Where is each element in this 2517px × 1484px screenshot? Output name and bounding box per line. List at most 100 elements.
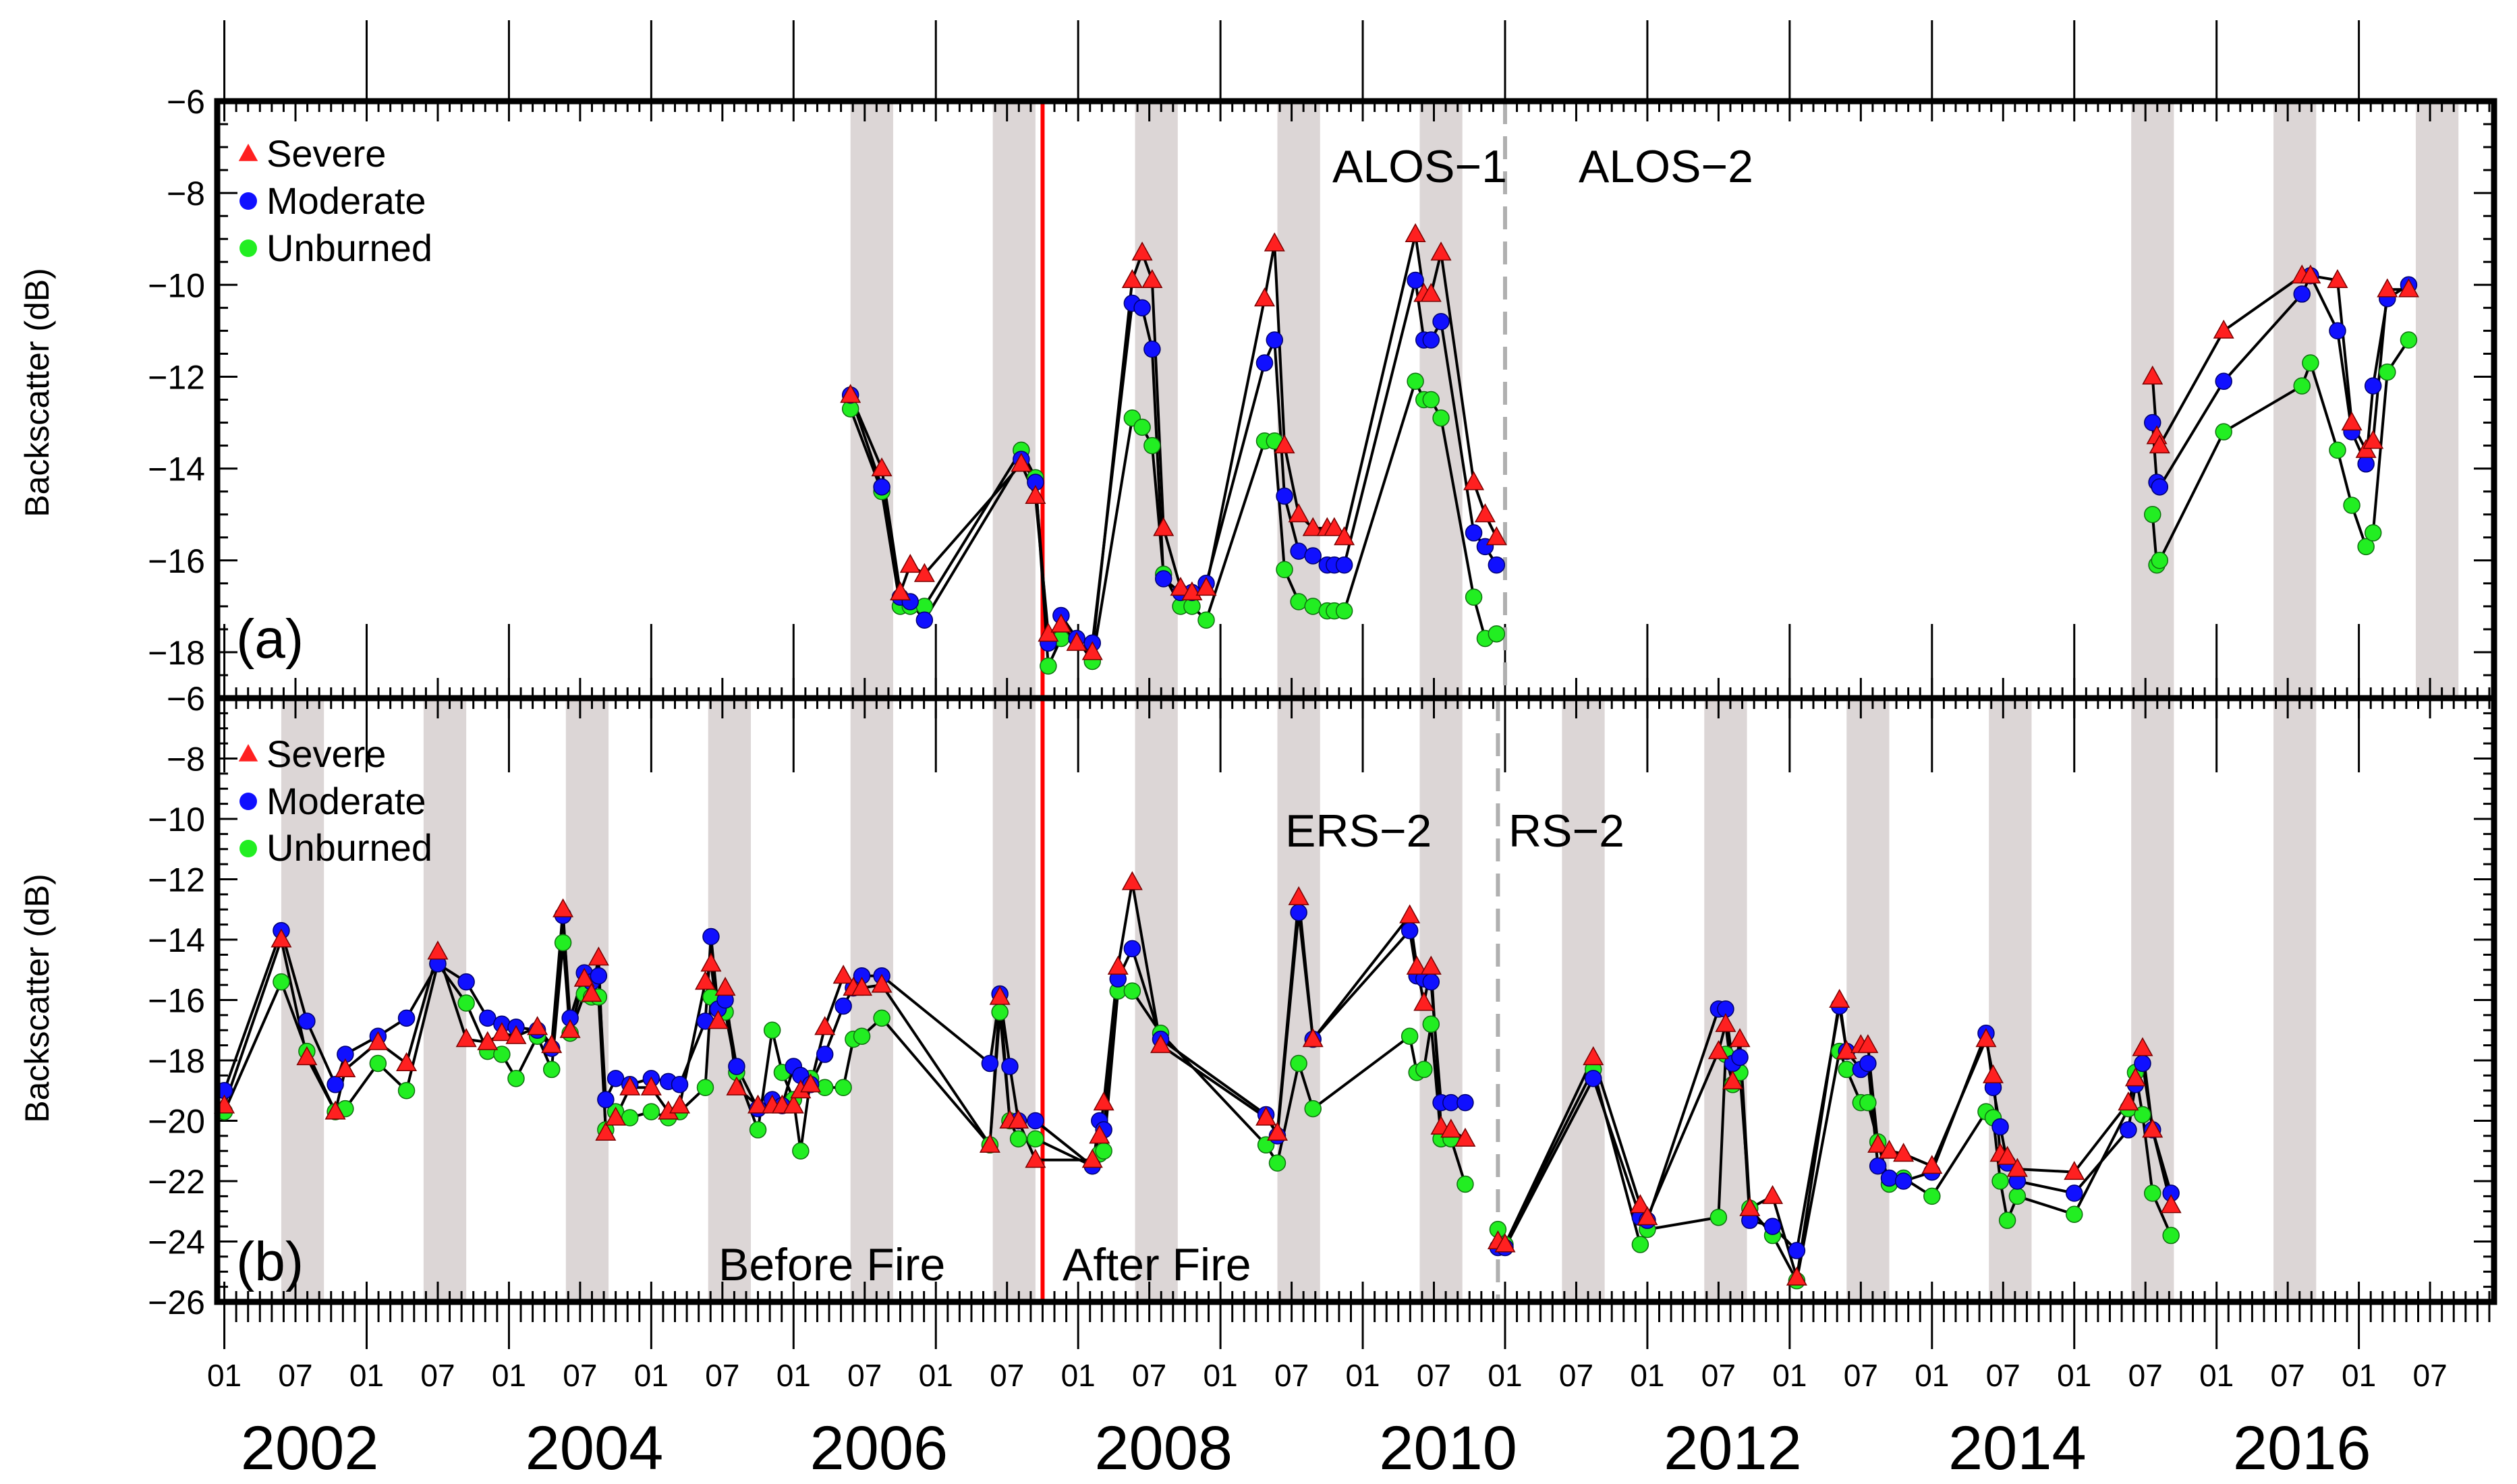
point-severe xyxy=(979,1133,1000,1153)
point-unburned xyxy=(1276,561,1293,579)
point-unburned xyxy=(1488,625,1506,643)
point-unburned xyxy=(2215,423,2232,440)
point-moderate xyxy=(327,1076,344,1093)
point-unburned xyxy=(1123,982,1141,1000)
point-moderate xyxy=(873,478,890,496)
point-severe xyxy=(669,1094,691,1114)
y-tick-label: −10 xyxy=(148,801,205,838)
point-severe xyxy=(541,1034,563,1054)
point-unburned xyxy=(873,1009,890,1027)
point-severe xyxy=(1153,517,1175,536)
point-moderate xyxy=(1335,556,1353,574)
point-unburned xyxy=(1257,1136,1275,1154)
month-tick-label: 07 xyxy=(990,1358,1024,1393)
month-tick-label: 01 xyxy=(1345,1358,1380,1393)
point-unburned xyxy=(1304,1100,1322,1118)
point-moderate xyxy=(2215,372,2232,391)
point-unburned xyxy=(1432,409,1450,427)
point-unburned xyxy=(542,1060,561,1079)
point-severe xyxy=(1413,992,1435,1011)
point-unburned xyxy=(507,1070,525,1087)
shaded-period xyxy=(850,698,893,1302)
point-severe xyxy=(1025,484,1046,505)
month-tick-label: 01 xyxy=(1488,1358,1522,1393)
shaded-period xyxy=(2131,101,2174,698)
shaded-period xyxy=(1989,698,2032,1302)
year-label: 2006 xyxy=(810,1414,949,1483)
point-unburned xyxy=(835,1079,852,1097)
point-unburned xyxy=(1998,1211,2016,1229)
month-tick-label: 07 xyxy=(278,1358,312,1393)
point-moderate xyxy=(2357,455,2375,473)
point-severe xyxy=(588,946,609,966)
point-severe xyxy=(1274,434,1295,454)
point-severe xyxy=(296,1046,318,1066)
point-unburned xyxy=(1304,598,1322,615)
point-unburned xyxy=(2144,1185,2161,1202)
point-unburned xyxy=(554,934,572,952)
point-unburned xyxy=(763,1021,781,1039)
point-moderate xyxy=(835,997,852,1015)
point-moderate xyxy=(816,1046,834,1063)
point-severe xyxy=(899,554,921,573)
point-severe xyxy=(491,1022,513,1041)
point-unburned xyxy=(1631,1236,1649,1253)
point-moderate xyxy=(1133,299,1151,317)
month-tick-label: 01 xyxy=(2199,1358,2234,1393)
point-moderate xyxy=(1290,903,1307,921)
sensor-label-alos1: ALOS−1 xyxy=(1332,141,1507,192)
point-severe xyxy=(694,971,716,990)
point-moderate xyxy=(728,1058,745,1075)
month-tick-label: 07 xyxy=(1417,1358,1451,1393)
point-unburned xyxy=(642,1103,660,1120)
month-tick-label: 01 xyxy=(2342,1358,2376,1393)
month-tick-label: 07 xyxy=(2412,1358,2447,1393)
point-unburned xyxy=(1422,391,1440,409)
point-unburned xyxy=(2162,1226,2180,1245)
point-unburned xyxy=(1268,1154,1286,1172)
point-unburned xyxy=(1133,418,1151,436)
y-tick-label: −10 xyxy=(148,266,205,304)
point-severe xyxy=(1011,453,1032,472)
y-tick-label: −12 xyxy=(148,358,205,396)
point-unburned xyxy=(2364,524,2382,542)
point-severe xyxy=(2064,1161,2085,1180)
point-severe xyxy=(505,1025,527,1044)
point-unburned xyxy=(1143,436,1161,455)
legend-unburned-marker xyxy=(239,239,257,257)
point-moderate xyxy=(597,1091,615,1108)
point-moderate xyxy=(1465,524,1483,542)
legend-severe-label: Severe xyxy=(266,733,386,775)
y-tick-label: −14 xyxy=(148,451,205,488)
point-severe xyxy=(2132,1037,2153,1056)
point-severe xyxy=(1707,1040,1729,1060)
point-unburned xyxy=(1040,657,1057,675)
series-markers xyxy=(214,871,2182,1290)
after-fire-label: After Fire xyxy=(1063,1239,1251,1290)
y-tick-label: −26 xyxy=(148,1284,205,1321)
point-unburned xyxy=(369,1054,387,1073)
y-tick-label: −6 xyxy=(167,680,205,718)
point-severe xyxy=(1997,1145,2018,1165)
point-severe xyxy=(595,1121,617,1141)
point-moderate xyxy=(1304,547,1322,565)
y-tick-label: −16 xyxy=(148,542,205,580)
point-moderate xyxy=(1763,1218,1782,1235)
point-severe xyxy=(1739,1197,1761,1216)
y-tick-label: −18 xyxy=(148,634,205,672)
point-unburned xyxy=(1095,1142,1112,1160)
point-unburned xyxy=(1709,1208,1728,1226)
point-unburned xyxy=(457,994,475,1012)
month-tick-label: 07 xyxy=(420,1358,455,1393)
point-severe xyxy=(2341,411,2363,431)
point-severe xyxy=(1121,268,1143,289)
y-tick-label: −16 xyxy=(148,982,205,1020)
month-tick-label: 01 xyxy=(634,1358,669,1393)
point-moderate xyxy=(1488,556,1506,574)
point-moderate xyxy=(2065,1185,2083,1202)
point-moderate xyxy=(1276,487,1293,505)
point-severe xyxy=(1050,613,1072,633)
point-severe xyxy=(1857,1034,1879,1054)
point-severe xyxy=(2300,264,2321,284)
